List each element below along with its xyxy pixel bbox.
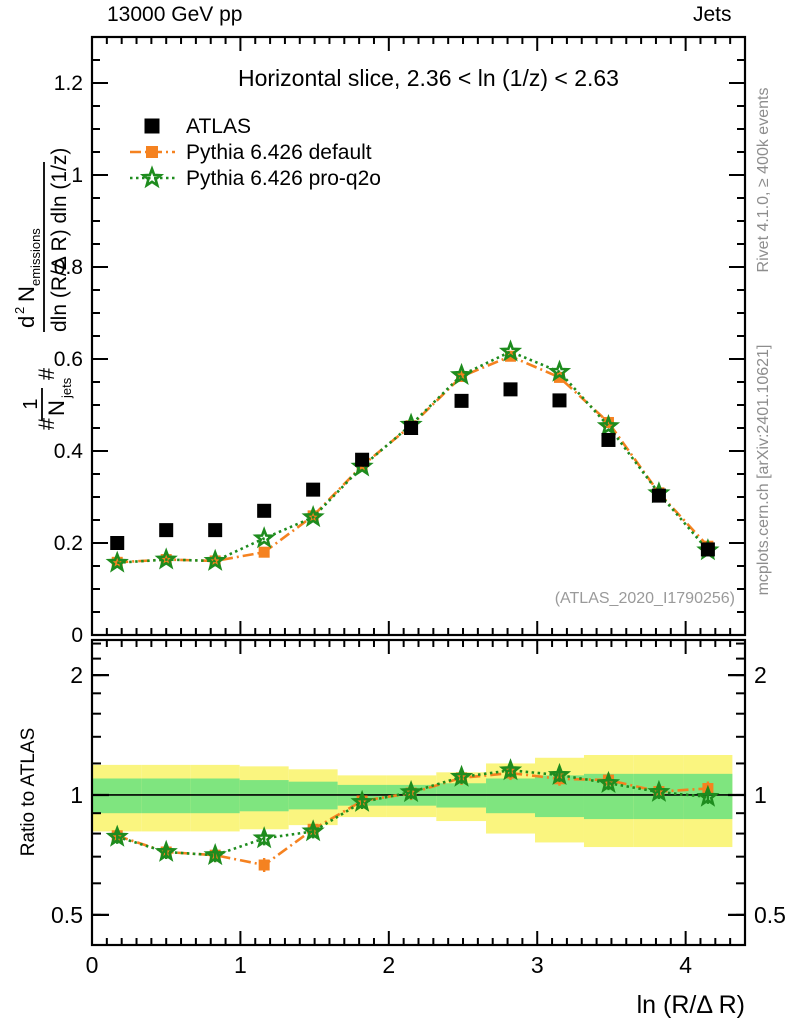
data-marker-square <box>306 482 321 497</box>
data-marker-star <box>203 842 227 866</box>
xaxis-title: ln (R/Δ R) <box>637 991 745 1019</box>
data-marker-star <box>449 764 474 787</box>
ylabel-frac2-sub: emissions <box>28 228 43 286</box>
data-marker-star <box>252 826 276 849</box>
series-atlas-main <box>110 382 715 557</box>
band-segment <box>141 778 191 814</box>
data-marker-star <box>301 505 325 528</box>
side-note-mcplots: mcplots.cern.ch [arXiv:2401.10621] <box>755 345 772 596</box>
legend-label-atlas: ATLAS <box>186 115 251 138</box>
ratio-uncertainty-bands <box>92 755 733 848</box>
ylabel-frac2-sup: 2 <box>12 307 27 314</box>
data-marker-square <box>355 452 370 467</box>
ylabel-frac1-num: 1 <box>20 398 42 409</box>
data-marker-square <box>110 536 125 550</box>
data-marker-star <box>252 526 276 549</box>
data-marker-star <box>449 362 474 385</box>
data-marker-square <box>503 382 518 397</box>
series-pythia-proq2o-main <box>105 339 720 573</box>
ylabel-hash: # <box>34 417 59 430</box>
main-ytick-label: 0.6 <box>54 348 83 371</box>
main-ytick-label: 0.4 <box>54 440 84 463</box>
data-marker-star <box>350 789 374 812</box>
dataset-watermark: (ATLAS_2020_I1790256) <box>555 590 735 607</box>
ylabel-frac2-n: N <box>14 286 39 302</box>
legend-marker-atlas <box>144 118 160 134</box>
data-marker-star <box>154 839 178 862</box>
ratio-ytick-label-right: 0.5 <box>754 902 786 928</box>
data-marker-star <box>547 762 572 785</box>
ratio-ytick-label-right: 1 <box>754 782 767 808</box>
ylabel-frac1-den: N <box>44 400 69 416</box>
ylabel-hash2: # <box>34 367 59 380</box>
data-marker-star <box>596 770 621 793</box>
series-pythia-default-main <box>111 350 714 568</box>
xtick-label: 2 <box>382 952 395 978</box>
band-inner-1sigma <box>92 773 733 820</box>
data-marker-square <box>454 393 469 408</box>
header-beam-label: 13000 GeV pp <box>107 3 243 26</box>
data-marker-square <box>552 393 567 408</box>
main-ytick-label: 1.2 <box>54 72 83 95</box>
series-pythia-proq2o-ratio <box>105 758 720 866</box>
legend-marker-pythia-default <box>146 146 158 158</box>
data-marker-square <box>159 523 174 538</box>
data-marker-square <box>257 503 272 518</box>
data-marker-square <box>553 371 565 383</box>
main-ytick-label: 1 <box>71 164 83 187</box>
ratio-ytick-label-right: 2 <box>754 662 767 688</box>
band-segment <box>190 778 240 814</box>
ratio-panel-series <box>105 758 720 873</box>
series-line <box>117 350 709 565</box>
main-ytick-label: 0 <box>71 624 83 647</box>
data-marker-star <box>498 758 523 781</box>
data-marker-star <box>696 784 720 807</box>
data-marker-star <box>105 550 129 573</box>
band-segment <box>486 778 536 814</box>
xtick-label: 3 <box>531 952 544 978</box>
data-marker-square <box>208 523 223 538</box>
series-line <box>117 354 709 564</box>
data-marker-star <box>547 359 572 382</box>
legend-label-pythia-proq2o: Pythia 6.426 pro-q2o <box>186 167 381 190</box>
ratio-yaxis-title: Ratio to ATLAS <box>18 728 39 857</box>
header-process-label: Jets <box>693 3 732 26</box>
data-marker-star <box>105 824 129 847</box>
ratio-ytick-label-left: 1 <box>70 782 83 808</box>
xtick-label: 0 <box>86 952 99 978</box>
main-ytick-label: 0.2 <box>54 532 83 555</box>
legend-marker-pythia-proq2o <box>139 165 165 189</box>
data-marker-star <box>498 339 523 362</box>
axis-ticks <box>91 36 745 945</box>
data-marker-star <box>301 819 325 842</box>
side-note-rivet: Rivet 4.1.0, ≥ 400k events <box>755 88 772 273</box>
data-marker-square <box>700 542 715 557</box>
xtick-label: 4 <box>679 952 692 978</box>
data-marker-star <box>154 547 178 570</box>
main-ytick-label: 0.8 <box>54 256 83 279</box>
data-marker-square <box>602 416 614 428</box>
data-marker-star <box>647 779 671 802</box>
data-marker-square <box>258 859 270 871</box>
xtick-label: 1 <box>234 952 247 978</box>
legend-label-pythia-default: Pythia 6.426 default <box>186 141 372 164</box>
ratio-ytick-label-left: 2 <box>70 662 83 688</box>
data-marker-star <box>596 413 621 437</box>
ratio-ytick-label-left: 0.5 <box>51 902 83 928</box>
data-marker-square <box>258 546 270 558</box>
data-marker-star <box>203 548 227 571</box>
legend: ATLAS Pythia 6.426 default Pythia 6.426 pr… <box>130 115 381 190</box>
ylabel-frac2-den: dln (R/Δ R) dln (1/z) <box>48 148 71 332</box>
data-marker-square <box>651 488 666 503</box>
main-panel-series <box>105 339 720 573</box>
data-marker-square <box>404 421 419 435</box>
data-marker-square <box>601 432 616 447</box>
ylabel-frac1-den-sub: jets <box>59 377 74 399</box>
ylabel-frac2-d: d <box>14 316 39 328</box>
main-plot-title: Horizontal slice, 2.36 < ln (1/z) < 2.63 <box>238 65 619 91</box>
data-marker-star <box>399 780 423 803</box>
